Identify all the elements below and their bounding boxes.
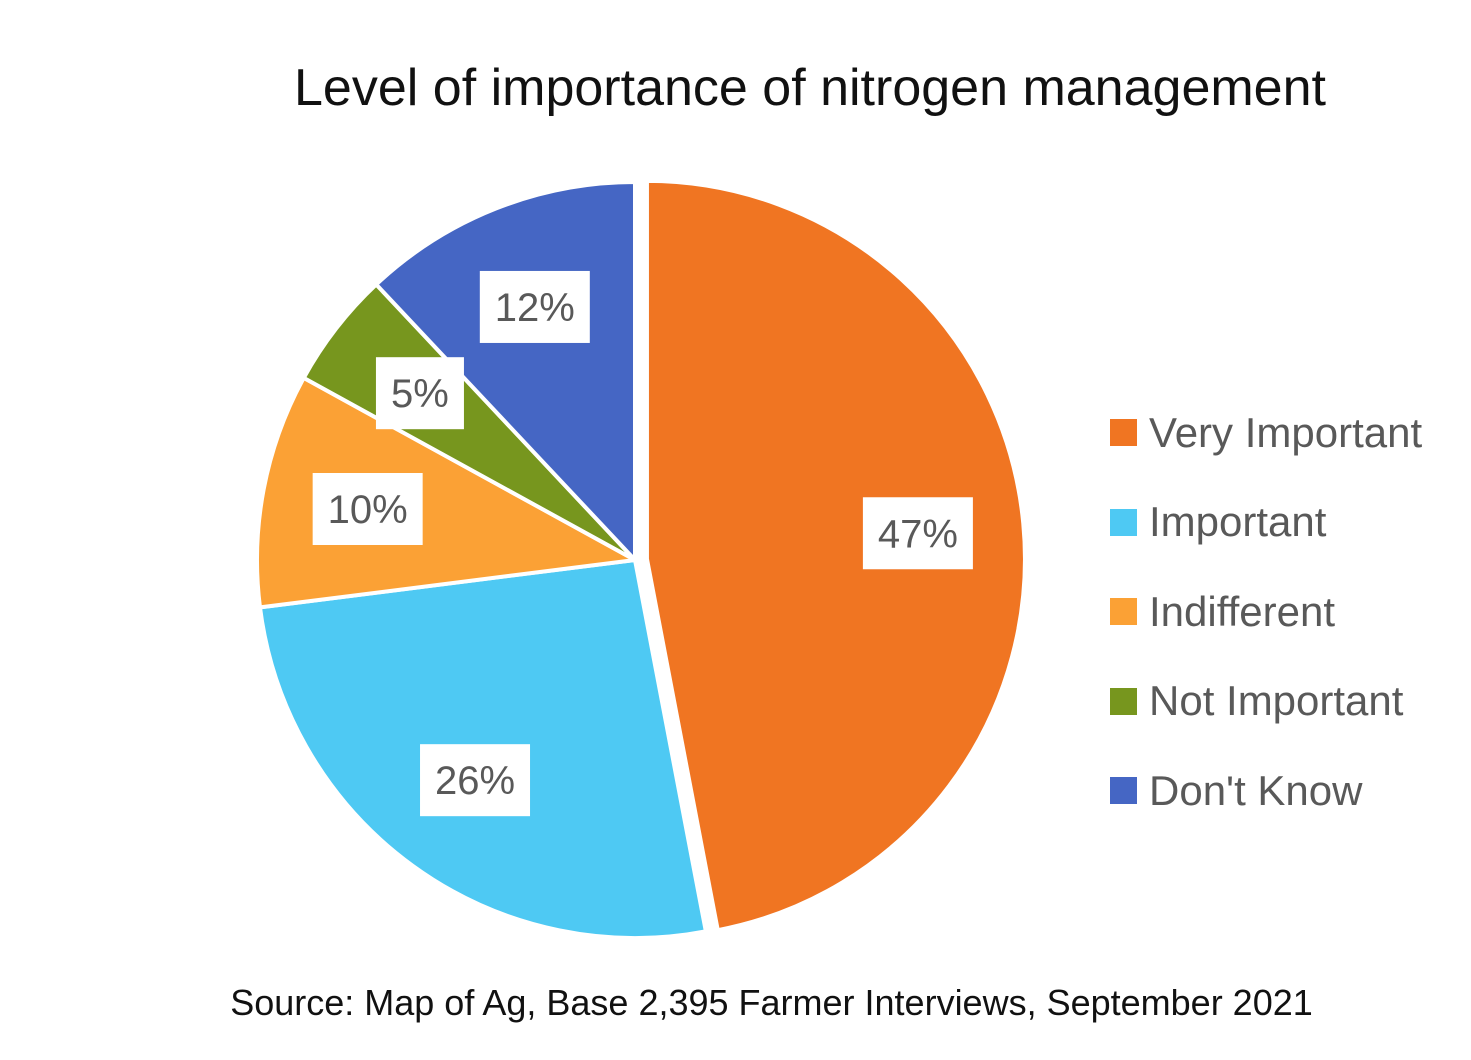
legend-label: Don't Know	[1149, 766, 1363, 814]
pie-slice-very-important	[644, 178, 1027, 933]
legend-swatch	[1110, 508, 1137, 536]
data-label-box	[479, 270, 590, 343]
legend-item-very-important: Very Important	[1110, 388, 1422, 478]
legend-item-don-t-know: Don't Know	[1110, 746, 1422, 836]
data-label-text: 12%	[495, 286, 575, 330]
data-label-important: 26%	[420, 744, 531, 817]
chart-legend: Very Important Important Indifferent Not Im…	[1110, 388, 1422, 836]
legend-swatch	[1110, 687, 1137, 715]
source-note: Source: Map of Ag, Base 2,395 Farmer Int…	[230, 982, 1313, 1023]
data-label-very-important: 47%	[862, 497, 973, 570]
data-label-box	[375, 357, 464, 430]
legend-item-indifferent: Indifferent	[1110, 567, 1422, 657]
legend-label: Important	[1149, 498, 1327, 546]
chart-title: Level of importance of nitrogen manageme…	[294, 59, 1326, 117]
legend-label: Not Important	[1149, 677, 1404, 725]
data-label-don-t-know: 12%	[479, 270, 590, 343]
pie-slice-indifferent	[255, 375, 637, 610]
legend-swatch	[1110, 419, 1137, 447]
data-label-text: 5%	[391, 372, 449, 416]
data-label-indifferent: 10%	[312, 473, 423, 546]
data-label-box	[312, 473, 423, 546]
data-label-box	[862, 497, 973, 570]
data-label-box	[420, 744, 531, 817]
data-label-not-important: 5%	[375, 357, 464, 430]
legend-item-important: Important	[1110, 478, 1422, 568]
legend-label: Very Important	[1149, 408, 1423, 456]
legend-label: Indifferent	[1149, 587, 1336, 635]
data-label-text: 26%	[435, 759, 515, 803]
legend-swatch	[1110, 777, 1137, 805]
data-label-text: 47%	[878, 512, 958, 556]
data-label-text: 10%	[328, 488, 408, 532]
legend-swatch	[1110, 598, 1137, 626]
legend-item-not-important: Not Important	[1110, 657, 1422, 747]
